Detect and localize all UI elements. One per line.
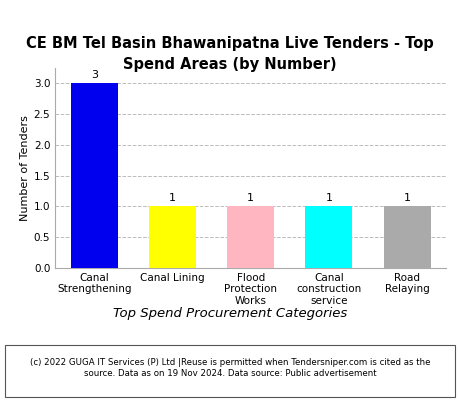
Text: 1: 1	[403, 193, 410, 203]
Text: 1: 1	[325, 193, 332, 203]
Text: 3: 3	[90, 70, 98, 80]
Text: (c) 2022 GUGA IT Services (P) Ltd |Reuse is permitted when Tendersniper.com is c: (c) 2022 GUGA IT Services (P) Ltd |Reuse…	[30, 358, 429, 378]
Bar	[383, 206, 430, 268]
Y-axis label: Number of Tenders: Number of Tenders	[19, 115, 29, 221]
Bar	[227, 206, 274, 268]
Bar	[71, 83, 118, 268]
Text: Top Spend Procurement Categories: Top Spend Procurement Categories	[112, 308, 347, 320]
Bar	[149, 206, 196, 268]
Text: CE BM Tel Basin Bhawanipatna Live Tenders - Top
Spend Areas (by Number): CE BM Tel Basin Bhawanipatna Live Tender…	[26, 36, 433, 72]
FancyBboxPatch shape	[5, 345, 454, 397]
Bar	[305, 206, 352, 268]
Text: 1: 1	[168, 193, 176, 203]
Text: 1: 1	[246, 193, 254, 203]
